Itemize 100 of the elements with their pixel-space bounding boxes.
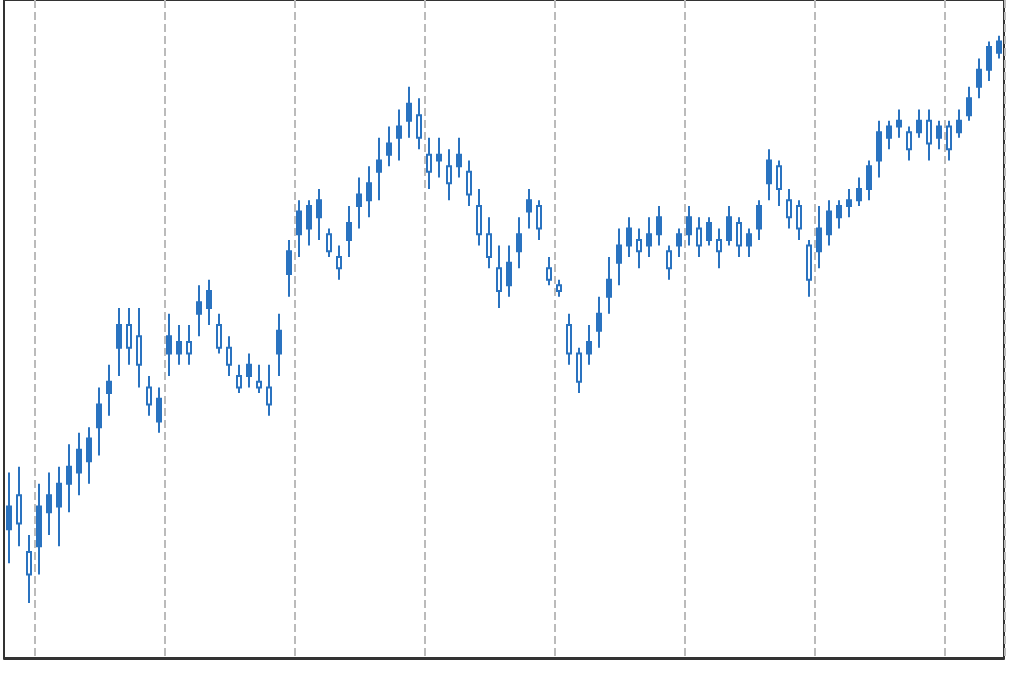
candlestick [736,216,742,258]
candlestick [206,278,212,327]
candlestick [586,324,592,366]
candlestick [16,465,22,548]
candlestick [256,363,262,395]
candlestick [46,471,52,536]
candlestick [136,307,142,389]
candlestick [906,125,912,162]
candlestick [416,97,422,151]
candlestick [336,244,342,281]
candlestick [956,108,962,139]
candlestick [166,312,172,378]
candlestick [706,216,712,247]
candlestick [696,216,702,258]
candlestick [226,335,232,378]
candlestick [66,443,72,514]
candlestick [626,216,632,258]
candlestick [966,85,972,122]
candlestick [606,255,612,315]
candlestick [996,34,1002,60]
candlestick [196,284,202,338]
candlestick [126,307,132,366]
candlestick [646,216,652,258]
candlestick [26,533,32,604]
candlestick [846,187,852,219]
candlestick [886,119,892,151]
candlestick [666,244,672,281]
candlestick [156,386,162,434]
candlestick [456,136,462,179]
candlestick [276,312,282,378]
candlestick [826,199,832,247]
candlestick [406,85,412,139]
candlestick [506,244,512,298]
candlestick [636,227,642,270]
candlestick [76,431,82,497]
candlestick [656,204,662,247]
candlestick [236,363,242,395]
candlestick [726,204,732,247]
candlestick [296,199,302,258]
candlestick [446,148,452,202]
candlestick [776,159,782,207]
candlestick [186,324,192,366]
candlestick [866,159,872,202]
candlestick [796,199,802,241]
candlestick [326,227,332,258]
candlestick [516,216,522,270]
candlestick [836,199,842,230]
candlestick [946,119,952,162]
candlestick [536,199,542,241]
candlestick [486,216,492,270]
candlestick [936,119,942,151]
candlestick [756,199,762,241]
candlestick [786,187,792,230]
candlestick [476,187,482,247]
candlestick [976,57,982,100]
candlestick [466,159,472,207]
candlestick [96,386,102,457]
candlestick [316,187,322,241]
candlestick [246,352,252,389]
candlestick [616,227,622,287]
candlestick [806,238,812,298]
candlestick [746,227,752,258]
candlestick [716,227,722,270]
candlestick [176,324,182,366]
candlestick [376,136,382,202]
candlestick [216,312,222,355]
candlestick [676,227,682,258]
candlestick [36,482,42,576]
candlestick [356,176,362,230]
candlestick [146,375,152,417]
candlestick [916,108,922,139]
candlestick [116,307,122,378]
candlestick [386,125,392,168]
candlestick [86,426,92,485]
candlestick [106,363,112,417]
candlestick [546,255,552,287]
candlestick [876,119,882,179]
candlestick [436,136,442,179]
candlestick [576,346,582,395]
candlestick [526,187,532,230]
candlestick [856,176,862,207]
candlestick [566,312,572,366]
candlestick [766,148,772,202]
candlestick [286,238,292,298]
candlestick [496,244,502,310]
candlestick [556,278,562,298]
candlestick [926,108,932,162]
candlestick [986,40,992,83]
candlestick [896,108,902,139]
candlestick [306,199,312,247]
candlestick [6,471,12,565]
candlestick [346,204,352,258]
candlestick [816,204,822,270]
candlestick [596,295,602,349]
candlestick [366,165,372,219]
candlestick [426,136,432,190]
candlestick [686,204,692,247]
candlestick [56,465,62,548]
candlestick [396,108,402,162]
candlestick [266,363,272,417]
